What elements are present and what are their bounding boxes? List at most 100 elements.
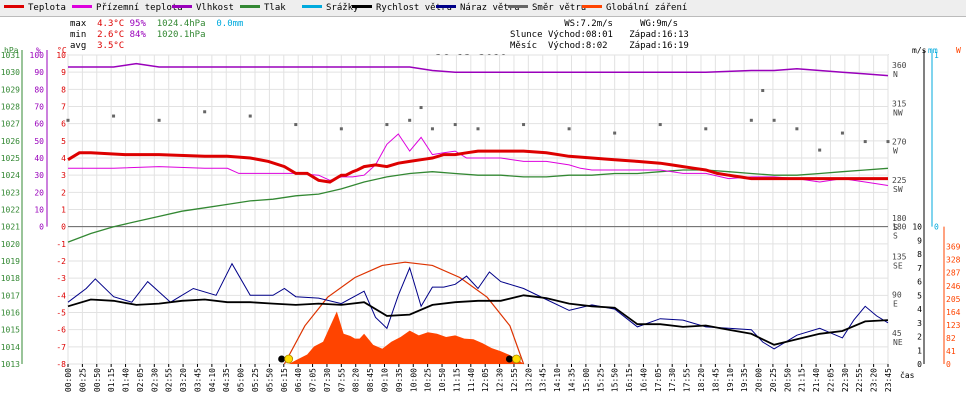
temp-tick-label: 0 xyxy=(61,223,66,232)
x-tick-label: 13:45 xyxy=(539,368,548,392)
x-tick-label: 19:10 xyxy=(726,368,735,392)
press-tick-label: 1014 xyxy=(1,343,20,352)
x-tick-label: 17:30 xyxy=(668,368,677,392)
legend-swatch xyxy=(508,5,528,8)
wind-direction-point xyxy=(203,110,207,114)
rad-tick-label: 328 xyxy=(946,256,961,265)
x-tick-label: 03:20 xyxy=(179,368,188,392)
x-tick-label: 12:55 xyxy=(510,368,519,392)
legend-swatch xyxy=(240,5,260,8)
x-tick-label: 04:10 xyxy=(208,368,217,392)
dir-cardinal-label: NW xyxy=(893,108,903,117)
wind-direction-point xyxy=(294,123,298,127)
dir-tick-label: 225 xyxy=(892,176,907,185)
wind-direction-point xyxy=(886,140,890,144)
rad-tick-label: 41 xyxy=(946,347,956,356)
x-tick-label: 06:40 xyxy=(294,368,303,392)
sunset-moon-marker xyxy=(505,355,513,363)
hum-tick-label: 80 xyxy=(34,85,44,94)
rad-tick-label: 164 xyxy=(946,308,961,317)
x-tick-label: 02:05 xyxy=(136,368,145,392)
temp-tick-label: 9 xyxy=(61,68,66,77)
x-tick-label: 01:40 xyxy=(122,368,131,392)
x-tick-label: 20:50 xyxy=(783,368,792,392)
hum-unit-label: % xyxy=(36,46,41,55)
dir-tick-label: 180 xyxy=(892,214,907,223)
x-tick-label: 09:10 xyxy=(380,368,389,392)
press-tick-label: 1024 xyxy=(1,171,20,180)
wind-tick-label: 1 xyxy=(917,346,922,355)
rain-tick-label: 1 xyxy=(934,51,939,60)
wind-tick-label: 10 xyxy=(912,223,922,232)
temp-tick-label: 8 xyxy=(61,85,66,94)
legend-item: Srážky xyxy=(302,3,359,13)
temp-tick-label: -7 xyxy=(56,343,66,352)
legend-swatch xyxy=(72,5,92,8)
hum-tick-label: 40 xyxy=(34,154,44,163)
avg-label: avg xyxy=(70,41,87,51)
wind-direction-point xyxy=(863,140,867,144)
rad-tick-label: 123 xyxy=(946,321,961,330)
x-tick-label: 13:20 xyxy=(524,368,533,392)
x-tick-label: 15:25 xyxy=(596,368,605,392)
dir-cardinal-label: E xyxy=(893,300,898,309)
x-tick-label: 03:45 xyxy=(193,368,202,392)
wind-direction-point xyxy=(658,123,662,127)
x-tick-label: 23:20 xyxy=(870,368,879,392)
sunrise-text: Východ:08:01 xyxy=(547,30,613,40)
x-tick-label: 22:30 xyxy=(841,368,850,392)
x-tick-label: 22:05 xyxy=(826,368,835,392)
dir-tick-label: 45 xyxy=(892,329,902,338)
rad-tick-label: 0 xyxy=(946,360,951,369)
hum-tick-label: 20 xyxy=(34,188,44,197)
wind-direction-point xyxy=(840,131,844,135)
wind-direction-point xyxy=(795,127,799,131)
legend-label: Srážky xyxy=(326,3,359,13)
rad-unit-label: W xyxy=(956,46,961,55)
hum-tick-label: 10 xyxy=(34,206,44,215)
legend-label: Rychlost větru xyxy=(376,3,452,13)
pressure-line xyxy=(67,167,889,243)
stats-block: max 4.3°C 95% 1024.4hPa 0.0mm min 2.6°C … xyxy=(70,19,243,52)
x-tick-label: 12:30 xyxy=(496,368,505,392)
press-tick-label: 1019 xyxy=(1,257,20,266)
x-tick-label: 02:55 xyxy=(165,368,174,392)
x-tick-label: 15:00 xyxy=(582,368,591,392)
dir-cardinal-label: W xyxy=(893,147,898,156)
press-tick-label: 1028 xyxy=(1,103,20,112)
x-tick-label: 05:00 xyxy=(237,368,246,392)
legend-swatch xyxy=(4,5,24,8)
x-tick-label: 07:30 xyxy=(323,368,332,392)
x-tick-label: 08:45 xyxy=(366,368,375,392)
x-tick-label: 04:35 xyxy=(222,368,231,392)
dir-cardinal-label: S xyxy=(893,232,898,241)
temp-tick-label: -3 xyxy=(56,274,66,283)
temp-tick-label: 5 xyxy=(61,137,66,146)
x-tick-label: 08:20 xyxy=(352,368,361,392)
press-tick-label: 1015 xyxy=(1,326,20,335)
wind-direction-point xyxy=(761,89,765,93)
legend-label: Směr větru xyxy=(532,3,587,13)
legend-item: Teplota xyxy=(4,3,66,13)
wind-tick-label: 4 xyxy=(917,305,922,314)
press-tick-label: 1026 xyxy=(1,137,20,146)
x-tick-label: 05:25 xyxy=(251,368,260,392)
wind-direction-point xyxy=(385,123,389,127)
moonset-text: Západ:16:19 xyxy=(629,41,689,51)
press-tick-label: 1013 xyxy=(1,360,20,369)
x-tick-label: 11:15 xyxy=(452,368,461,392)
temp-unit-label: °C xyxy=(57,46,67,55)
legend-label: Globální záření xyxy=(606,3,688,13)
radiation-max-curve xyxy=(283,261,525,365)
x-tick-label: 02:30 xyxy=(150,368,159,392)
wind-direction-point xyxy=(818,148,822,152)
x-tick-label: 00:00 xyxy=(64,368,73,392)
x-tick-label: 05:50 xyxy=(265,368,274,392)
x-tick-label: 14:35 xyxy=(568,368,577,392)
avg-temp: 3.5°C xyxy=(97,41,125,51)
hum-tick-label: 30 xyxy=(34,171,44,180)
dir-tick-label: 270 xyxy=(892,138,907,147)
dir-cardinal-label: NE xyxy=(893,338,903,347)
temp-tick-label: 3 xyxy=(61,171,66,180)
